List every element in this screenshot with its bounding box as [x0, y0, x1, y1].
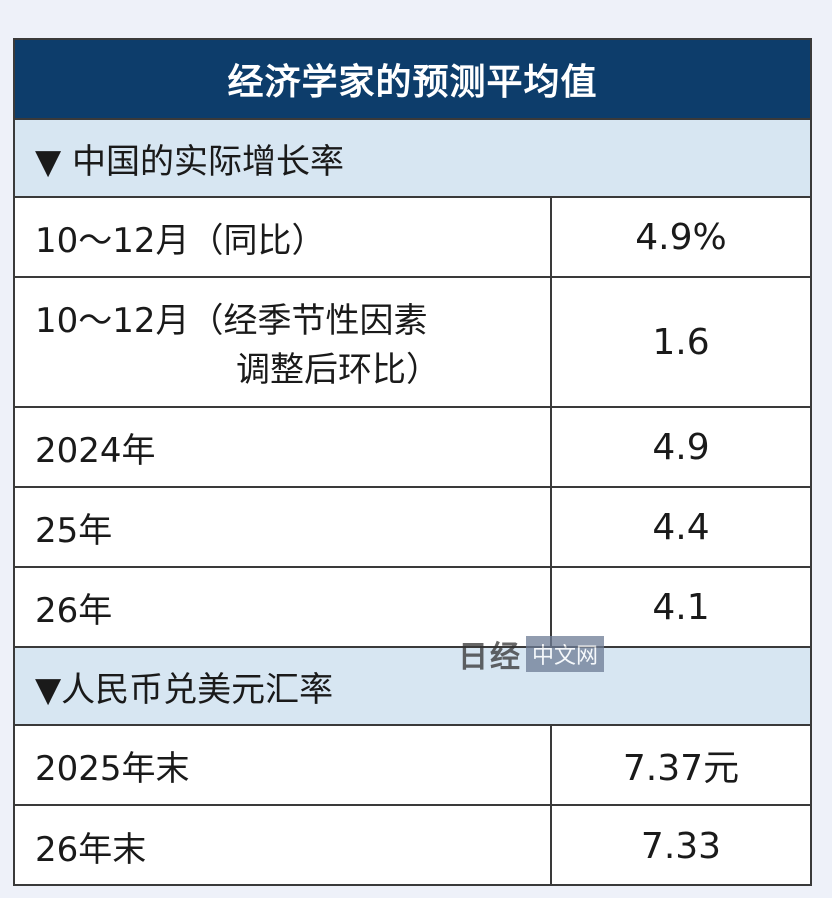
row-value: 4.1 [652, 586, 710, 628]
table-row: 26年末 7.33 [15, 806, 810, 886]
section-header-exchange-rate: ▼人民币兑美元汇率 [15, 648, 810, 726]
row-label: 10～12月（经季节性因素 调整后环比） [15, 278, 552, 406]
row-value: 1.6 [652, 321, 710, 363]
table-row: 2024年 4.9 [15, 408, 810, 488]
row-label: 10～12月（同比） [15, 198, 552, 276]
row-label: 26年 [15, 568, 552, 646]
table-row: 25年 4.4 [15, 488, 810, 568]
table-row: 26年 4.1 [15, 568, 810, 648]
section-header-growth: ▼ 中国的实际增长率 [15, 120, 810, 198]
row-label: 26年末 [15, 806, 552, 886]
table-row: 2025年末 7.37元 [15, 726, 810, 806]
row-label: 25年 [15, 488, 552, 566]
forecast-table: 经济学家的预测平均值 ▼ 中国的实际增长率 10～12月（同比） 4.9% 10… [13, 38, 812, 886]
row-label-line2: 调整后环比） [236, 350, 440, 390]
table-row: 10～12月（经季节性因素 调整后环比） 1.6 [15, 278, 810, 408]
row-value: 4.9 [652, 426, 710, 468]
table-title: 经济学家的预测平均值 [15, 40, 810, 120]
row-value: 7.37元 [622, 748, 740, 789]
row-label-line1: 10～12月（经季节性因素 [35, 301, 428, 341]
row-value: 7.33 [640, 825, 722, 867]
row-label: 2024年 [15, 408, 552, 486]
row-value: 4.9% [635, 216, 727, 258]
table-row: 10～12月（同比） 4.9% [15, 198, 810, 278]
row-label: 2025年末 [15, 726, 552, 804]
row-value: 4.4 [652, 506, 710, 548]
